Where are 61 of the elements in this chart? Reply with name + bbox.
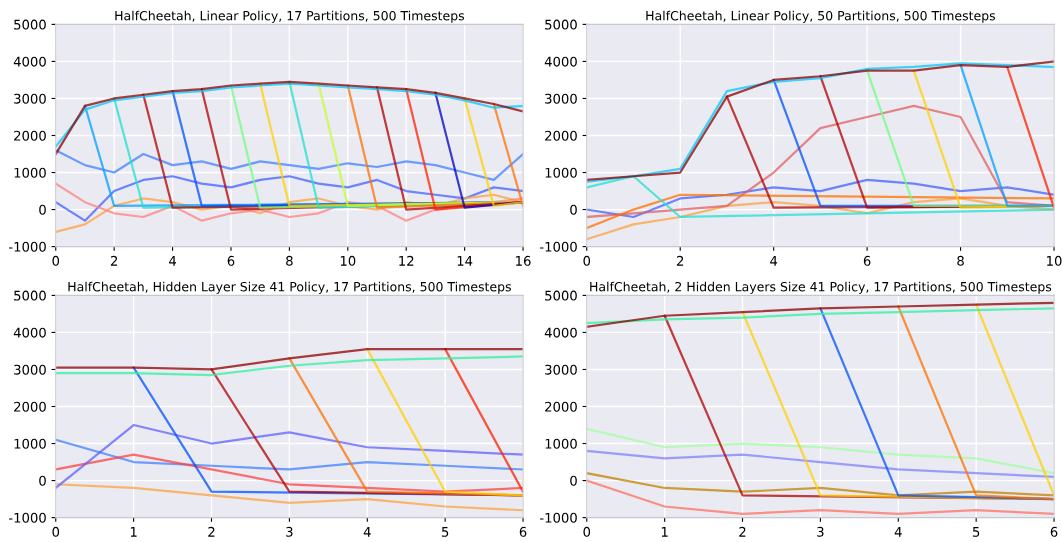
x-tick-label: 4 xyxy=(894,527,902,537)
x-tick-label: 8 xyxy=(286,255,293,266)
x-tick-label: 16 xyxy=(516,255,531,266)
y-tick-label: -1000 xyxy=(540,512,577,523)
x-tick-label: 10 xyxy=(340,255,356,266)
x-tick-label: 4 xyxy=(169,256,177,266)
x-tick-label: 6 xyxy=(227,255,235,266)
y-tick-label: 4000 xyxy=(13,327,46,338)
y-tick-label: 2000 xyxy=(14,401,46,412)
y-tick-label: -1000 xyxy=(9,241,46,252)
y-tick-label: 2000 xyxy=(545,401,577,412)
y-tick-label: 0 xyxy=(570,204,577,215)
x-tick-label: 4 xyxy=(770,256,778,266)
x-tick-label: 6 xyxy=(519,526,527,537)
x-tick-label: 0 xyxy=(583,255,591,266)
x-tick-label: 3 xyxy=(817,526,824,537)
y-tick-label: 5000 xyxy=(545,290,577,301)
y-tick-label: -1000 xyxy=(9,512,46,523)
chart-title: HalfCheetah, Linear Policy, 50 Partitions, 500 Timesteps xyxy=(646,10,996,23)
x-tick-label: 2 xyxy=(208,526,215,537)
y-tick-label: 2000 xyxy=(14,130,46,141)
x-tick-label: 0 xyxy=(52,526,60,537)
x-tick-label: 2 xyxy=(676,255,684,266)
y-tick-label: 0 xyxy=(39,204,46,215)
y-tick-label: 1000 xyxy=(545,438,577,449)
x-tick-label: 2 xyxy=(110,255,118,266)
y-tick-label: 1000 xyxy=(14,167,46,178)
x-tick-label: 0 xyxy=(52,255,60,266)
y-tick-label: 0 xyxy=(570,475,577,486)
x-tick-label: 5 xyxy=(441,527,449,537)
x-tick-label: 1 xyxy=(661,527,668,537)
x-tick-label: 4 xyxy=(363,527,371,537)
x-tick-label: 5 xyxy=(972,527,980,537)
y-tick-label: 4000 xyxy=(544,56,577,67)
x-tick-label: 10 xyxy=(1047,255,1062,266)
y-tick-label: 4000 xyxy=(544,327,577,338)
x-tick-label: 3 xyxy=(286,526,293,537)
x-tick-label: 14 xyxy=(457,256,473,266)
y-tick-label: 5000 xyxy=(545,19,577,30)
x-tick-label: 1 xyxy=(130,527,137,537)
y-tick-label: 3000 xyxy=(14,93,46,104)
chart-title: HalfCheetah, Hidden Layer Size 41 Policy, 17 Partitions, 500 Timesteps xyxy=(68,281,511,294)
y-tick-label: 5000 xyxy=(14,290,46,301)
x-tick-label: 12 xyxy=(399,255,414,266)
y-tick-label: 5000 xyxy=(14,19,46,30)
y-tick-label: 0 xyxy=(39,475,46,486)
x-tick-label: 2 xyxy=(739,526,746,537)
y-tick-label: 3000 xyxy=(545,93,577,104)
y-tick-label: 4000 xyxy=(13,56,46,67)
x-tick-label: 6 xyxy=(863,255,871,266)
y-tick-label: 2000 xyxy=(545,130,577,141)
x-tick-label: 0 xyxy=(583,526,591,537)
y-tick-label: 1000 xyxy=(545,167,577,178)
chart-title: HalfCheetah, Linear Policy, 17 Partitions, 500 Timesteps xyxy=(115,10,465,23)
y-tick-label: -1000 xyxy=(540,241,577,252)
chart-title: HalfCheetah, 2 Hidden Layers Size 41 Policy, 17 Partitions, 500 Timesteps xyxy=(590,281,1052,294)
x-tick-label: 8 xyxy=(957,255,964,266)
y-tick-label: 1000 xyxy=(14,438,46,449)
x-tick-label: 6 xyxy=(1050,526,1058,537)
y-tick-label: 3000 xyxy=(545,364,577,375)
y-tick-label: 3000 xyxy=(14,364,46,375)
